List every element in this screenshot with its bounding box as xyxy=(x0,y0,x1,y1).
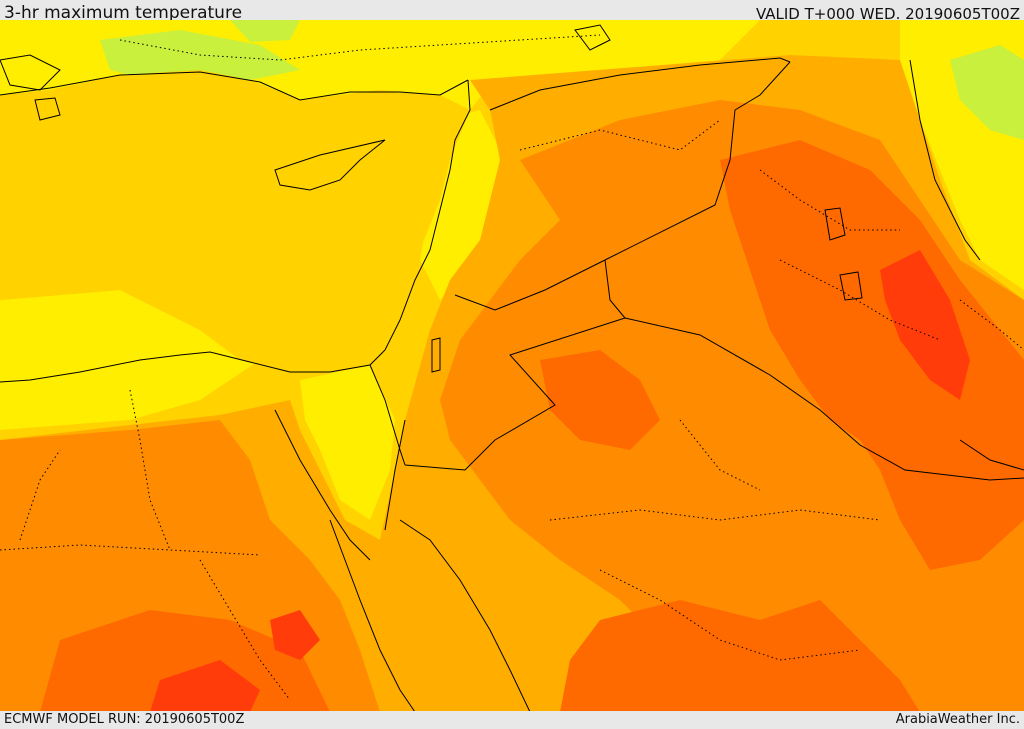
coastline-red-sea-east xyxy=(399,519,531,712)
admin-boundary-turkey xyxy=(119,34,601,61)
coastline-turkey-south xyxy=(0,71,469,101)
coastline-gulf-aqaba xyxy=(384,419,406,531)
admin-boundary-egypt-1 xyxy=(129,389,171,551)
border-turkey-syria xyxy=(489,57,791,111)
lake-van xyxy=(574,24,611,51)
valid-time: VALID T+000 WED. 20190605T00Z xyxy=(755,5,1020,23)
border-syria-iraq xyxy=(604,61,791,261)
coastline-gulf-suez xyxy=(274,409,371,561)
coastline-north-africa xyxy=(0,351,291,383)
map-canvas xyxy=(0,20,1024,712)
border-jordan-iraq-saudi xyxy=(454,259,606,311)
temp-band-green-1 xyxy=(100,30,300,85)
border-iraq-iran xyxy=(909,59,981,261)
model-run-label: ECMWF MODEL RUN: 20190605T00Z xyxy=(4,712,245,727)
border-egypt-israel xyxy=(369,364,406,466)
coastline-red-sea-west xyxy=(329,519,416,712)
temp-band-red-africa xyxy=(150,660,260,712)
admin-boundary-iran xyxy=(959,299,1024,351)
temp-band-red-orange-iraq xyxy=(720,140,1024,570)
coastline-levant xyxy=(290,79,471,373)
temp-band-yellow-sinai xyxy=(300,365,395,520)
admin-boundaries xyxy=(0,34,1024,701)
country-borders xyxy=(369,57,1024,481)
border-saudi-iraq xyxy=(624,317,1024,481)
temperature-map xyxy=(0,20,1024,712)
temp-band-red-orange-africa xyxy=(40,610,330,712)
dead-sea xyxy=(431,337,441,373)
temp-band-red-orange-arabia xyxy=(540,350,660,450)
lake-iraq-1 xyxy=(824,207,846,241)
temp-band-red-africa-2 xyxy=(270,610,320,660)
temp-band-yellow-west xyxy=(0,290,260,430)
aegean-islands xyxy=(0,54,61,121)
temp-band-red-iraq xyxy=(880,250,970,400)
footer-bar: ECMWF MODEL RUN: 20190605T00Z ArabiaWeat… xyxy=(0,711,1024,729)
temp-band-red-orange-south xyxy=(560,600,920,712)
coastline-persian-gulf xyxy=(959,439,1024,471)
credit-label: ArabiaWeather Inc. xyxy=(895,712,1020,727)
admin-boundary-syria xyxy=(519,119,721,151)
admin-boundary-saudi-3 xyxy=(679,419,761,491)
lake-iraq-2 xyxy=(839,271,863,301)
map-title: 3-hr maximum temperature xyxy=(4,3,243,23)
admin-boundary-egypt-3 xyxy=(19,449,61,541)
admin-boundary-saudi-1 xyxy=(549,509,881,521)
temp-band-green-2 xyxy=(950,45,1024,140)
temp-band-green-3 xyxy=(230,20,300,42)
border-jordan-saudi xyxy=(404,259,626,471)
header-bar: 3-hr maximum temperature VALID T+000 WED… xyxy=(0,0,1024,23)
coastlines xyxy=(0,24,1024,712)
cyprus xyxy=(274,139,386,191)
temp-band-gold-sea xyxy=(0,70,470,370)
